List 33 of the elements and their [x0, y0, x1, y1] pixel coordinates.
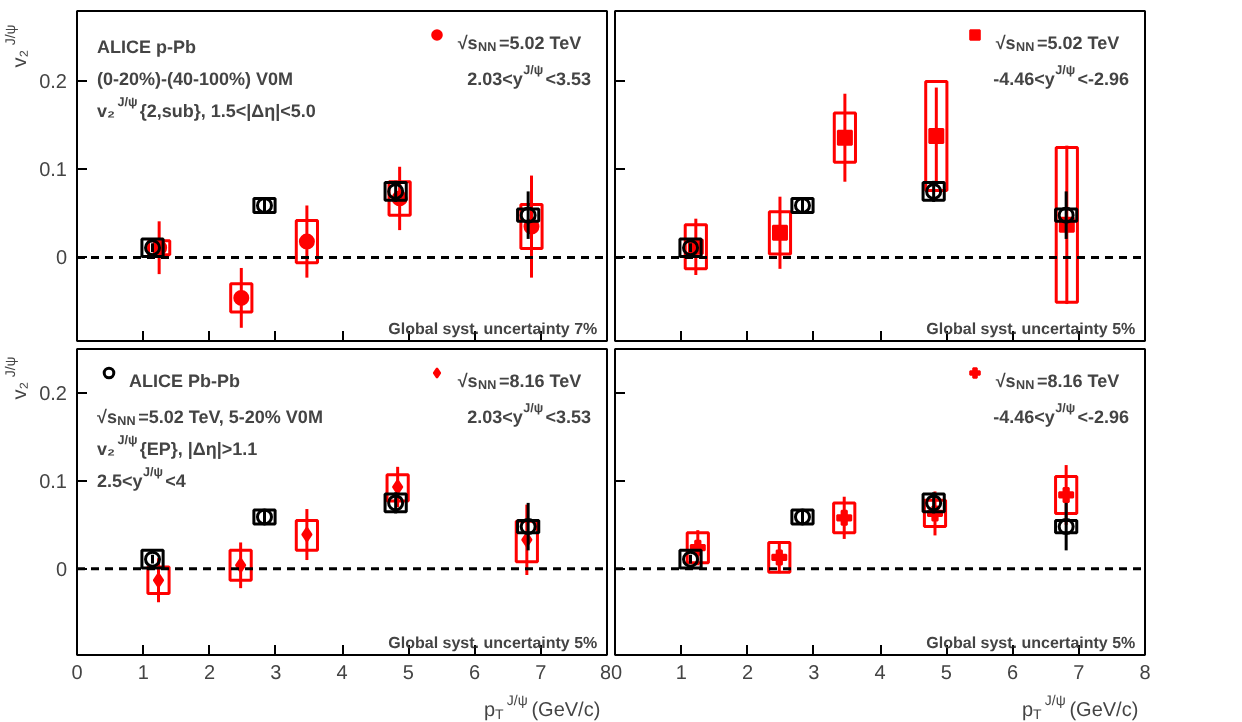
x-tick-label: 8 [599, 663, 612, 685]
legend-label: ALICE Pb-Pb [129, 371, 241, 391]
text: {EP}, |Δη|>1.1 [139, 439, 258, 459]
x-tick-label: 5 [940, 663, 953, 685]
x-tick-label: 5 [402, 663, 415, 685]
x-tick-label: 6 [1006, 663, 1019, 685]
annotation: Global syst. uncertainty 7% [388, 320, 598, 338]
x-tick-label: 3 [270, 663, 283, 685]
annotation: (0-20%)-(40-100%) V0M [97, 69, 294, 89]
y-tick-label: 0 [55, 559, 68, 582]
text: {2,sub}, 1.5<|Δη|<5.0 [139, 101, 316, 121]
annotation: Global syst. uncertainty 5% [926, 634, 1136, 652]
x-tick-label: 7 [1073, 663, 1086, 685]
annotation: Global syst. uncertainty 5% [388, 634, 598, 652]
annotation: Global syst. uncertainty 5% [926, 320, 1136, 338]
y-tick-label: 0.1 [39, 160, 68, 183]
x-tick-label: 4 [336, 663, 349, 685]
x-tick-label: 0 [611, 663, 623, 685]
x-tick-label: 2 [203, 663, 216, 685]
y-tick-label: 0 [55, 248, 68, 271]
y-tick-label: 0.2 [39, 383, 68, 406]
y-tick-label: 0.2 [39, 72, 68, 95]
annotation: ALICE p-Pb [97, 37, 197, 57]
x-tick-label: 8 [1139, 663, 1152, 685]
x-tick-label: 3 [808, 663, 821, 685]
x-tick-label: 7 [535, 663, 548, 685]
x-tick-label: 0 [71, 663, 84, 685]
x-tick-label: 6 [468, 663, 481, 685]
x-tick-label: 4 [874, 663, 887, 685]
x-tick-label: 2 [741, 663, 754, 685]
x-tick-label: 1 [137, 663, 150, 685]
x-tick-label: 1 [675, 663, 688, 685]
y-tick-label: 0.1 [39, 471, 68, 494]
